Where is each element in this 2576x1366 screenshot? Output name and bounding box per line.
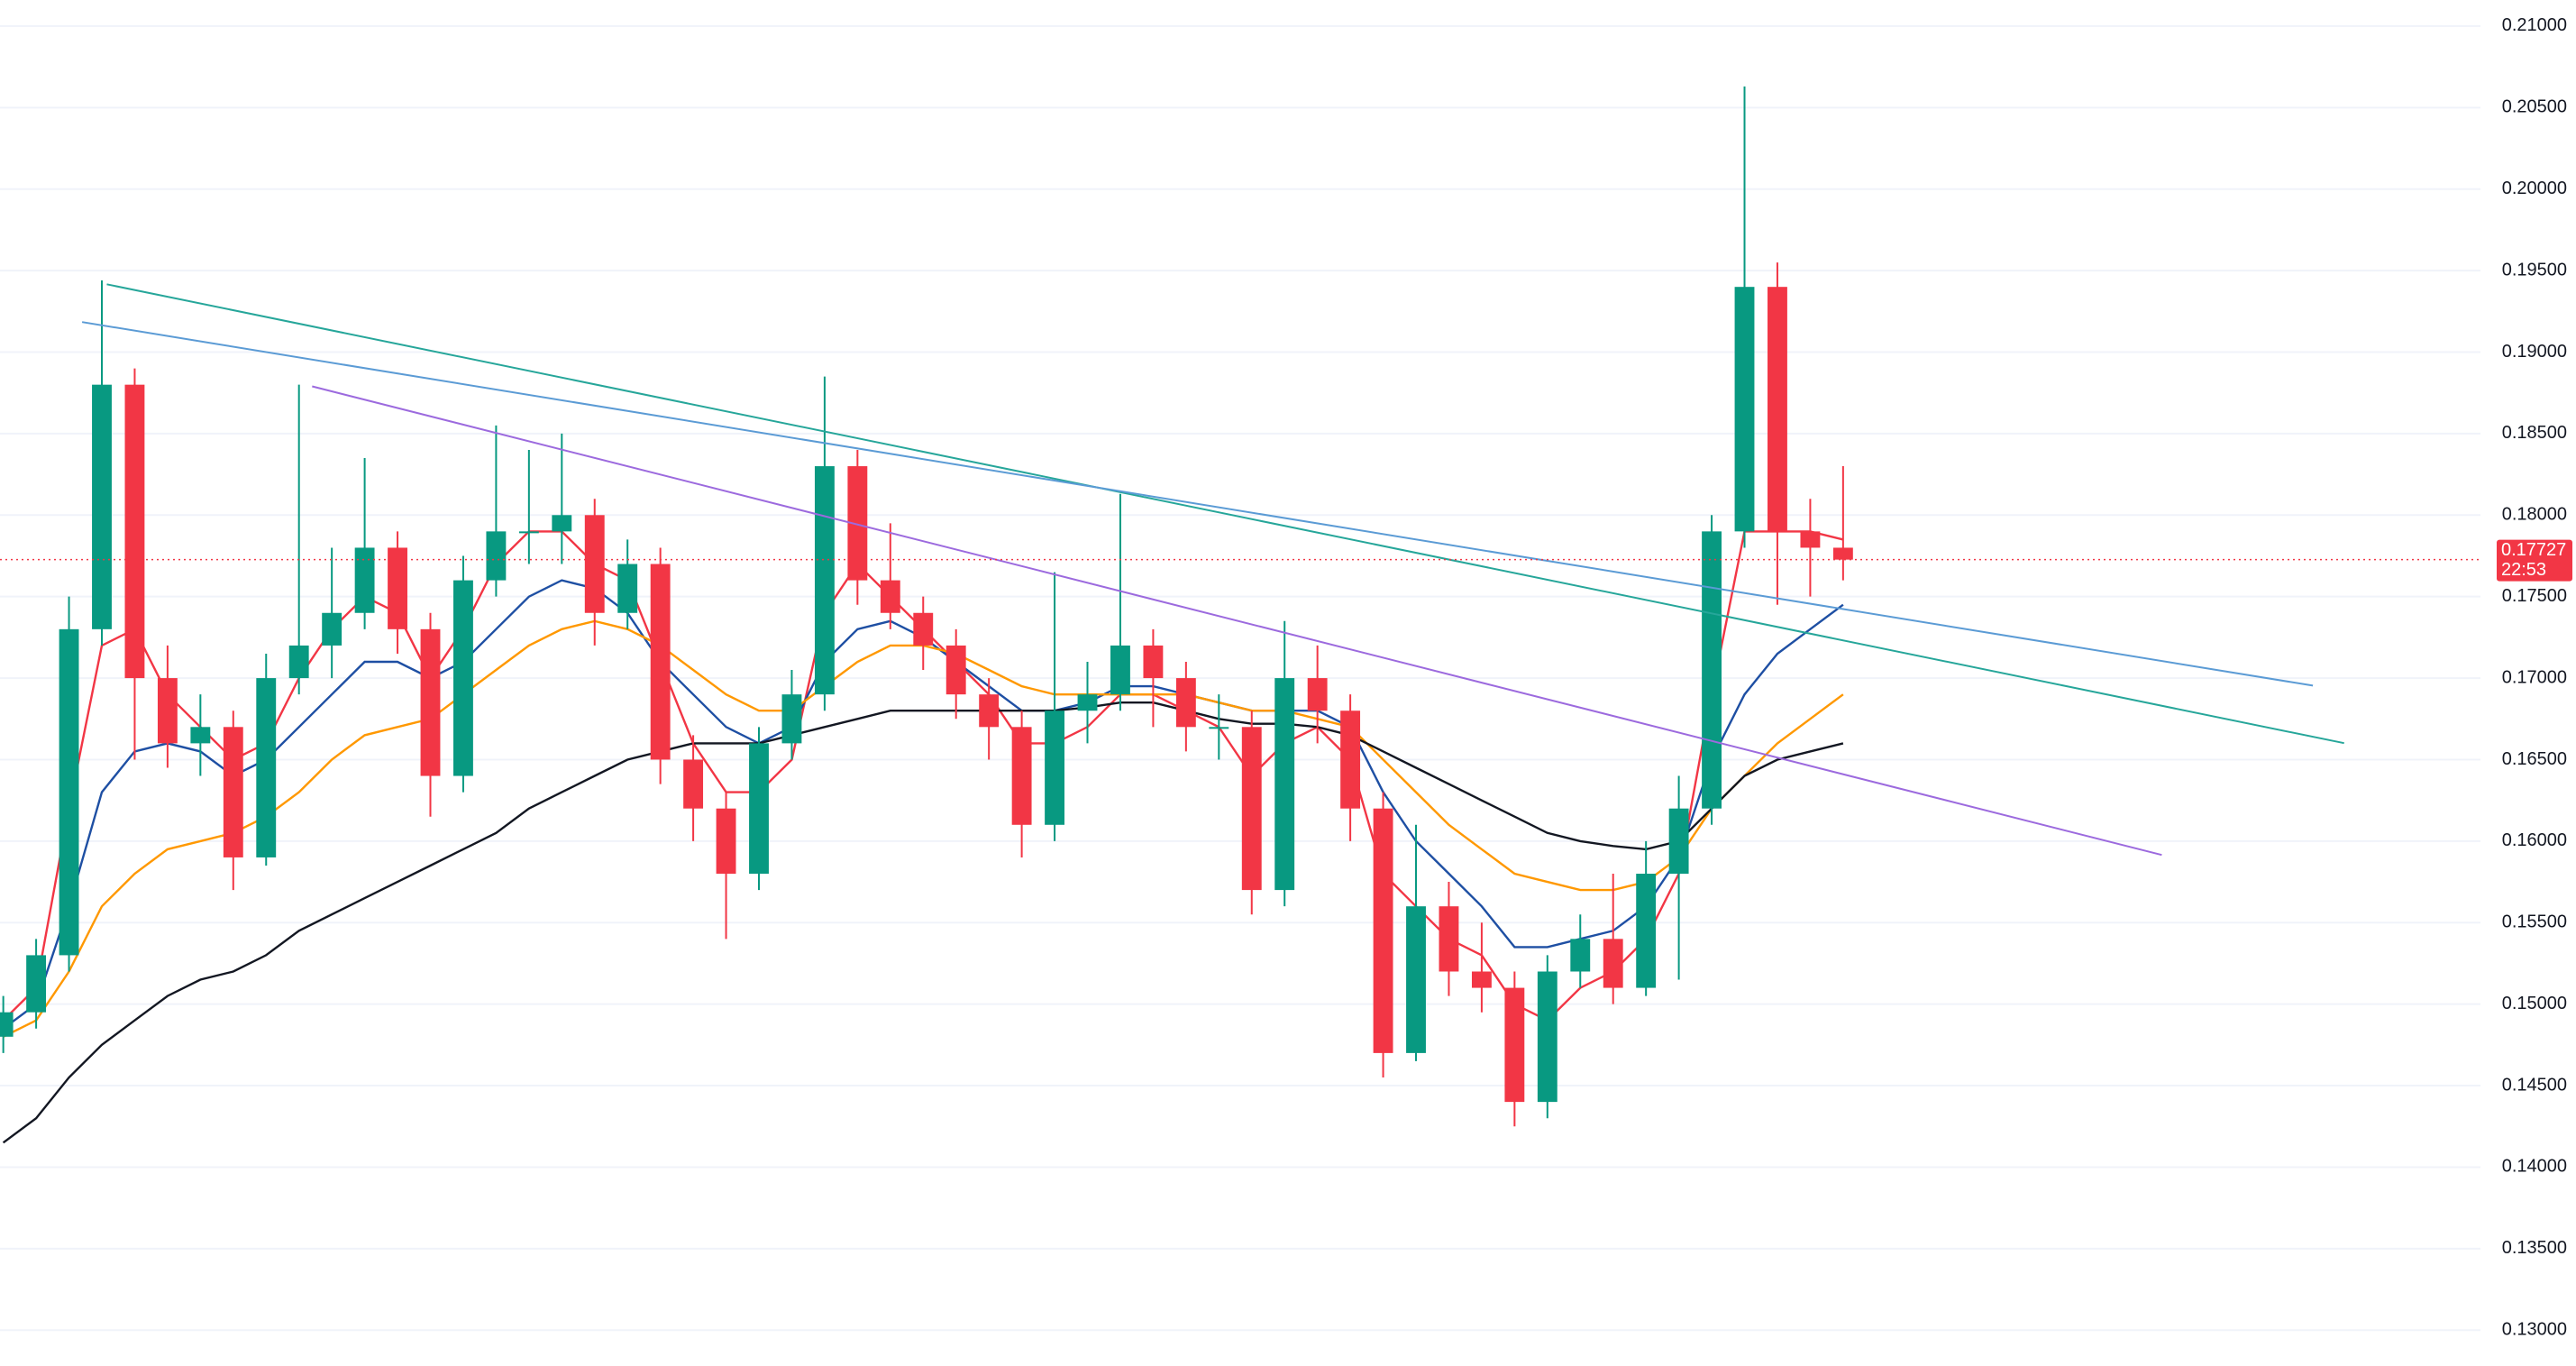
y-tick-label: 0.19000: [2502, 342, 2567, 362]
candle-body: [1570, 939, 1591, 972]
trend-line: [312, 385, 2162, 857]
y-tick-label: 0.14000: [2502, 1157, 2567, 1177]
candle-body: [92, 384, 112, 629]
candle-body: [1439, 906, 1459, 972]
candle-body: [1832, 547, 1853, 560]
candle-body: [683, 759, 704, 809]
grid: [0, 24, 2480, 1332]
last-price-label: 0.17727: [2501, 540, 2566, 560]
candle-body: [1734, 287, 1755, 532]
candle-body: [0, 1012, 14, 1037]
trend-line: [106, 283, 2344, 745]
candle-body: [1175, 678, 1196, 728]
candle-body: [1307, 678, 1328, 711]
y-tick-label: 0.18000: [2502, 505, 2567, 525]
y-tick-label: 0.17000: [2502, 667, 2567, 687]
y-tick-label: 0.20000: [2502, 179, 2567, 198]
candle-body: [420, 628, 441, 776]
candle-body: [59, 628, 79, 956]
candle-body: [486, 531, 507, 581]
candle-body: [584, 515, 605, 613]
candle-body: [1702, 531, 1722, 809]
candle-body: [388, 547, 407, 629]
candle-body: [256, 678, 277, 857]
candle-body: [749, 743, 769, 875]
candle-body: [979, 694, 1000, 728]
candle-body: [1209, 727, 1229, 729]
candle-body: [945, 645, 966, 695]
y-tick-label: 0.17500: [2502, 586, 2567, 606]
candle-body: [1045, 711, 1064, 825]
candle-body: [354, 547, 375, 613]
candle-body: [1077, 694, 1098, 711]
candle-body: [847, 466, 868, 581]
candle-body: [781, 694, 802, 744]
candle-body: [157, 678, 178, 744]
trend-line: [81, 321, 2314, 687]
moving-average-line: [2, 701, 1844, 1144]
candle-body: [913, 612, 934, 646]
candle-body: [1800, 531, 1821, 548]
y-tick-label: 0.15000: [2502, 994, 2567, 1013]
candle-body: [1636, 874, 1657, 988]
candle-body: [1406, 906, 1426, 1053]
candle-body: [880, 580, 900, 613]
candle-body: [552, 515, 572, 532]
y-tick-label: 0.16500: [2502, 749, 2567, 769]
candle-body: [26, 955, 47, 1013]
countdown-label: 22:53: [2501, 560, 2546, 580]
candle-body: [1011, 727, 1032, 825]
candle-body: [1768, 287, 1787, 532]
candle-body: [1110, 645, 1130, 695]
candle-body: [1340, 711, 1361, 809]
candle-body: [453, 580, 473, 776]
candle-body: [1603, 939, 1623, 988]
candle-body: [650, 564, 671, 760]
candle-body: [518, 531, 539, 534]
candle-body: [223, 727, 243, 857]
y-tick-label: 0.18500: [2502, 423, 2567, 443]
candle-body: [288, 645, 309, 679]
candle-body: [1471, 971, 1492, 988]
candle-body: [124, 384, 145, 679]
y-tick-label: 0.13000: [2502, 1320, 2567, 1340]
candle-body: [1537, 971, 1557, 1103]
y-tick-label: 0.21000: [2502, 15, 2567, 35]
candle-body: [1143, 645, 1164, 679]
price-axis: 0.13000 0.13500 0.14000 0.14500 0.15000 0.155…: [2497, 15, 2572, 1340]
candle-body: [617, 564, 638, 613]
candle-body: [1373, 808, 1393, 1053]
y-tick-label: 0.15500: [2502, 912, 2567, 932]
candle-body: [716, 808, 736, 875]
plot-area: [0, 86, 2480, 1144]
last-price-badge: [2497, 539, 2572, 582]
candle-body: [1668, 808, 1689, 875]
candle-body: [322, 612, 343, 646]
y-tick-label: 0.14500: [2502, 1075, 2567, 1095]
y-tick-label: 0.20500: [2502, 97, 2567, 117]
candle-body: [814, 466, 835, 695]
candle-body: [1274, 678, 1295, 891]
y-tick-label: 0.13500: [2502, 1238, 2567, 1258]
y-tick-label: 0.16000: [2502, 830, 2567, 850]
y-tick-label: 0.19500: [2502, 260, 2567, 280]
candle-body: [1504, 987, 1525, 1103]
candle-body: [190, 727, 211, 744]
candle-body: [1241, 727, 1262, 891]
